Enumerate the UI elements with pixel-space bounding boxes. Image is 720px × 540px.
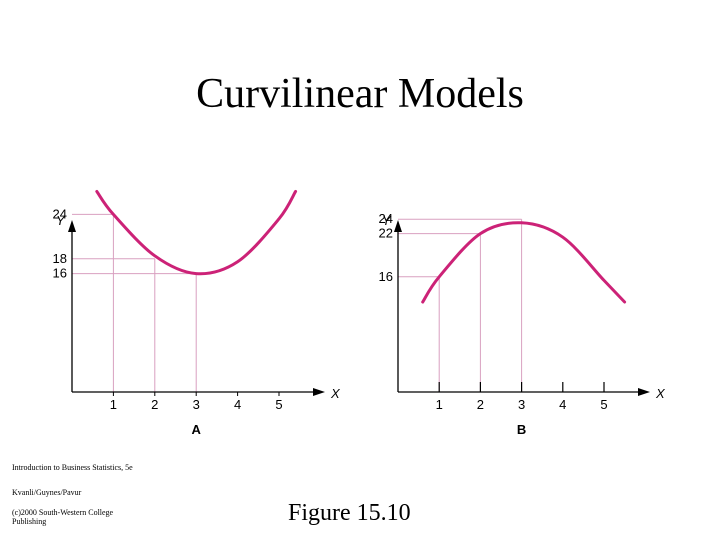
slide-title: Curvilinear Models [196, 71, 524, 117]
panel-a-x-label: X [330, 386, 341, 401]
panel-a-y-arrow [68, 220, 76, 232]
panel-a-label: A [192, 422, 202, 437]
panel-b-x-label: X [655, 386, 666, 401]
panel-b-label: B [517, 422, 526, 437]
panel-b-x-tick-label-1: 1 [436, 397, 443, 412]
panel-b-x-tick-label-3: 3 [518, 397, 525, 412]
panel-a-x-tick-label-1: 1 [110, 397, 117, 412]
figure-caption: Figure 15.10 [288, 500, 411, 526]
footer-copyright: (c)2000 South-Western College [12, 508, 114, 517]
panel-b-x-arrow [638, 388, 650, 396]
panel-b-y-tick-label-16: 16 [379, 269, 393, 284]
panel-a-x-tick-label-2: 2 [151, 397, 158, 412]
panel-b-x-tick-label-2: 2 [477, 397, 484, 412]
panel-a-x-tick-label-5: 5 [275, 397, 282, 412]
footer-authors: Kvanli/Guynes/Pavur [12, 488, 82, 497]
panel-b-x-tick-label-4: 4 [559, 397, 566, 412]
panel-b-y-tick-label-22: 22 [379, 226, 393, 241]
panel-b-y-label: Y [382, 213, 392, 228]
panel-a-y-tick-label-24: 24 [53, 206, 67, 221]
panel-b-curve [421, 221, 627, 304]
panel-a-x-arrow [313, 388, 325, 396]
panel-a-curve [95, 189, 298, 276]
panel-b-y-tick-label-24: 24 [379, 211, 393, 226]
panel-a-y-label: Y [56, 213, 66, 228]
panel-b-y-arrow [394, 220, 402, 232]
footer-publisher: Publishing [12, 517, 47, 526]
panel-a-x-tick-label-3: 3 [193, 397, 200, 412]
footer-book-title: Introduction to Business Statistics, 5e [12, 463, 133, 472]
panel-a-y-tick-label-16: 16 [53, 266, 67, 281]
panel-a-x-tick-label-4: 4 [234, 397, 241, 412]
panel-a-y-tick-label-18: 18 [53, 251, 67, 266]
panel-b-x-tick-label-5: 5 [600, 397, 607, 412]
